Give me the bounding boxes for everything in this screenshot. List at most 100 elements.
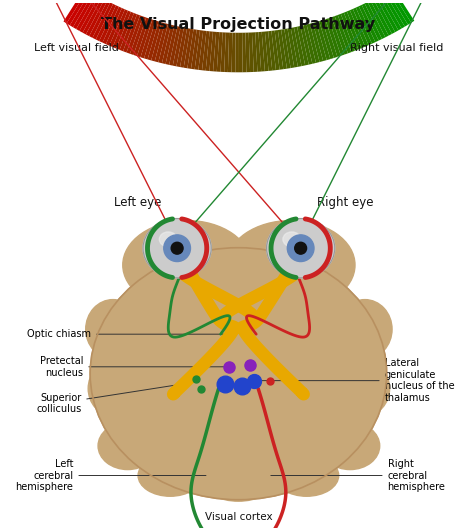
Polygon shape [252, 32, 257, 72]
Polygon shape [239, 33, 243, 72]
Polygon shape [255, 32, 261, 72]
Polygon shape [162, 25, 174, 64]
Text: Right
cerebral
hemisphere: Right cerebral hemisphere [271, 459, 446, 492]
Ellipse shape [138, 455, 202, 496]
Ellipse shape [88, 362, 137, 416]
Polygon shape [262, 31, 269, 71]
Polygon shape [165, 25, 178, 65]
Polygon shape [316, 21, 330, 60]
Polygon shape [202, 31, 210, 71]
Polygon shape [232, 33, 236, 72]
Polygon shape [337, 14, 355, 52]
Ellipse shape [266, 219, 335, 278]
Polygon shape [265, 31, 272, 71]
Text: Optic chiasm: Optic chiasm [27, 329, 231, 339]
Polygon shape [332, 16, 348, 55]
Polygon shape [297, 26, 309, 65]
Ellipse shape [274, 455, 339, 496]
Polygon shape [362, 4, 382, 40]
Text: Pretectal
nucleus: Pretectal nucleus [40, 356, 226, 378]
Polygon shape [268, 31, 276, 71]
Ellipse shape [283, 232, 301, 247]
Polygon shape [64, 0, 87, 23]
Polygon shape [359, 5, 379, 42]
Polygon shape [106, 8, 125, 46]
Polygon shape [147, 21, 162, 61]
Polygon shape [341, 13, 358, 51]
Polygon shape [169, 26, 181, 66]
Polygon shape [284, 29, 294, 68]
Polygon shape [144, 21, 159, 59]
Ellipse shape [295, 242, 307, 254]
Polygon shape [278, 30, 287, 69]
Ellipse shape [86, 299, 140, 359]
Polygon shape [313, 22, 327, 61]
Polygon shape [198, 31, 206, 70]
Polygon shape [303, 24, 316, 64]
Polygon shape [213, 32, 219, 72]
Polygon shape [274, 30, 283, 70]
Polygon shape [176, 28, 187, 67]
Ellipse shape [171, 242, 183, 254]
Polygon shape [347, 10, 365, 48]
Text: Visual cortex: Visual cortex [205, 512, 272, 522]
Polygon shape [109, 10, 128, 47]
Text: Right visual field: Right visual field [350, 42, 443, 53]
Polygon shape [228, 32, 232, 72]
Polygon shape [356, 6, 375, 44]
Polygon shape [195, 30, 203, 70]
Polygon shape [353, 7, 372, 45]
Polygon shape [365, 2, 385, 39]
Polygon shape [73, 0, 96, 29]
Polygon shape [180, 28, 190, 67]
Polygon shape [242, 33, 246, 72]
Polygon shape [344, 12, 362, 49]
Polygon shape [379, 0, 401, 30]
Text: Right eye: Right eye [317, 196, 374, 209]
Polygon shape [335, 15, 351, 53]
Ellipse shape [98, 422, 157, 469]
Polygon shape [187, 29, 197, 69]
Ellipse shape [337, 299, 392, 359]
Polygon shape [387, 0, 411, 25]
Ellipse shape [340, 362, 390, 416]
Polygon shape [385, 0, 408, 27]
Polygon shape [288, 28, 298, 67]
Polygon shape [127, 15, 143, 54]
Ellipse shape [143, 219, 211, 278]
Polygon shape [374, 0, 395, 34]
Polygon shape [140, 20, 155, 58]
Polygon shape [67, 0, 90, 25]
Polygon shape [300, 25, 312, 65]
Polygon shape [99, 5, 119, 42]
Polygon shape [155, 23, 168, 62]
Polygon shape [390, 0, 414, 23]
Ellipse shape [123, 220, 251, 310]
Polygon shape [92, 3, 113, 39]
Ellipse shape [90, 247, 387, 500]
Text: Left visual field: Left visual field [34, 42, 118, 53]
Polygon shape [191, 30, 200, 70]
Polygon shape [151, 22, 165, 62]
Polygon shape [116, 12, 134, 50]
Polygon shape [249, 32, 254, 72]
Polygon shape [119, 13, 137, 51]
Polygon shape [319, 20, 334, 59]
Polygon shape [210, 32, 216, 71]
Polygon shape [158, 24, 171, 63]
Polygon shape [123, 14, 140, 53]
Polygon shape [246, 32, 250, 72]
Polygon shape [376, 0, 399, 32]
Ellipse shape [204, 464, 273, 501]
Polygon shape [310, 23, 323, 62]
Polygon shape [82, 0, 104, 35]
Polygon shape [220, 32, 226, 72]
Polygon shape [206, 31, 213, 71]
Text: Left eye: Left eye [114, 196, 161, 209]
Polygon shape [235, 33, 239, 72]
Polygon shape [328, 17, 345, 56]
Polygon shape [76, 0, 99, 31]
Polygon shape [79, 0, 101, 33]
Polygon shape [89, 1, 110, 38]
Polygon shape [307, 24, 319, 63]
